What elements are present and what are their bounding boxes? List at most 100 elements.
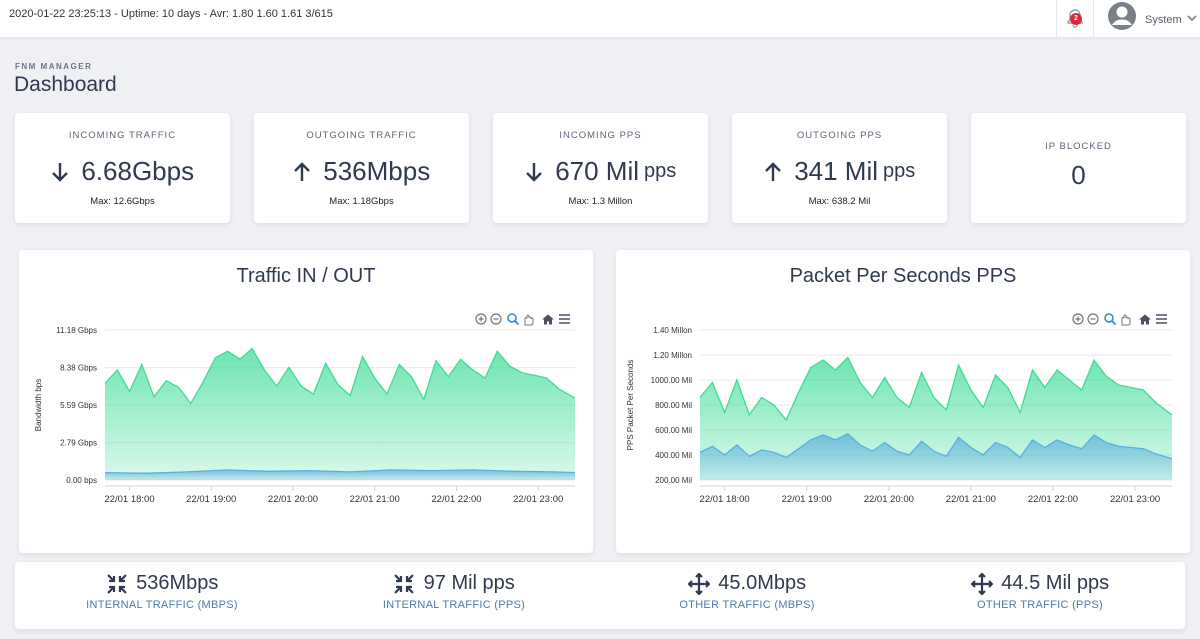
x-tick-label: 22/01 20:00	[864, 494, 914, 505]
kpi-value: 0	[1071, 160, 1086, 190]
y-tick-label: 11.18 Gbps	[56, 326, 97, 335]
x-tick-label: 22/01 19:00	[782, 494, 832, 505]
incoming-traffic-card: INCOMING TRAFFIC 6.68Gbps Max: 12.6Gbps	[15, 113, 230, 223]
chart-title: Traffic IN / OUT	[236, 265, 376, 287]
outgoing-pps-card: OUTGOING PPS 341 Mil pps Max: 638.2 Mil	[732, 113, 947, 223]
y-tick-label: 8.38 Gbps	[60, 364, 97, 373]
user-name: System	[1145, 14, 1182, 26]
notification-count-badge: 2	[1070, 13, 1082, 25]
zoom-in-icon[interactable]	[1072, 313, 1084, 325]
kpi-max: Max: 1.3 Millon	[568, 196, 633, 207]
selection-zoom-icon[interactable]	[507, 313, 520, 326]
avatar-icon	[1108, 2, 1136, 30]
y-tick-label: 600.00 Mil	[655, 426, 692, 435]
notifications-button[interactable]: 2	[1056, 0, 1094, 38]
chart-toolbar	[1072, 312, 1172, 326]
ip-blocked-card: IP BLOCKED 0	[971, 113, 1186, 223]
series-line-1	[104, 469, 576, 474]
arrow-down-icon	[52, 162, 68, 182]
pan-hand-icon[interactable]	[524, 314, 534, 326]
x-tick-label: 22/01 23:00	[513, 494, 563, 505]
metric-value: 45.0Mbps	[718, 572, 807, 594]
x-tick-label: 22/01 22:00	[431, 494, 481, 505]
outgoing-traffic-card: OUTGOING TRAFFIC 536Mbps Max: 1.18Gbps	[254, 113, 469, 223]
home-reset-icon[interactable]	[1139, 314, 1151, 325]
x-tick-label: 22/01 22:00	[1028, 494, 1078, 505]
traffic-chart-card: Traffic IN / OUT 0.00 bps 2.79 Gbps 5.59 G…	[19, 250, 593, 553]
other-traffic-mbps: 45.0Mbps OTHER TRAFFIC (MBPS)	[602, 572, 892, 611]
kpi-label: IP BLOCKED	[1045, 141, 1112, 152]
series-area-1	[700, 433, 1172, 480]
metric-label: INTERNAL TRAFFIC (PPS)	[382, 599, 526, 611]
y-tick-label: 0.00 bps	[66, 476, 97, 485]
kpi-unit: pps	[644, 160, 677, 182]
selection-zoom-icon[interactable]	[1104, 313, 1117, 326]
incoming-pps-card: INCOMING PPS 670 Mil pps Max: 1.3 Millon	[493, 113, 708, 223]
traffic-chart: 0.00 bps 2.79 Gbps 5.59 Gbps 8.38 Gbps 11.18…	[34, 326, 576, 505]
series-area-0	[105, 348, 575, 480]
metric-label: INTERNAL TRAFFIC (MBPS)	[86, 599, 238, 611]
kpi-max: Max: 1.18Gbps	[329, 196, 394, 207]
y-axis-label: PPS Packet Per Seconds	[626, 360, 635, 451]
arrow-up-icon	[764, 161, 781, 181]
other-traffic-pps: 44.5 Mil pps OTHER TRAFFIC (PPS)	[895, 572, 1185, 611]
internal-traffic-mbps: 536Mbps INTERNAL TRAFFIC (MBPS)	[17, 572, 307, 611]
kpi-value: 536Mbps	[323, 156, 431, 186]
kpi-max: Max: 12.6Gbps	[90, 196, 155, 207]
y-axis-label: Bandwidth bps	[34, 379, 43, 431]
move-icon	[687, 572, 710, 595]
metric-label: OTHER TRAFFIC (PPS)	[977, 599, 1103, 611]
secondary-metrics-card: 536Mbps INTERNAL TRAFFIC (MBPS) 97 Mil p…	[15, 562, 1185, 629]
arrow-up-icon	[293, 161, 310, 181]
move-icon	[970, 572, 993, 595]
y-tick-label: 1000.00 Mil	[651, 376, 693, 385]
brand-label: FNM MANAGER	[15, 62, 93, 71]
kpi-value: 6.68Gbps	[81, 156, 195, 186]
metric-value: 44.5 Mil pps	[1001, 572, 1110, 594]
pan-hand-icon[interactable]	[1121, 314, 1131, 326]
x-tick-label: 22/01 18:00	[104, 494, 154, 505]
series-area-1	[105, 469, 575, 480]
metric-value: 536Mbps	[136, 572, 219, 594]
page-title: Dashboard	[14, 73, 117, 96]
metric-label: OTHER TRAFFIC (MBPS)	[679, 599, 815, 611]
y-tick-label: 1.40 Millon	[653, 326, 692, 335]
kpi-label: OUTGOING TRAFFIC	[306, 130, 417, 141]
zoom-out-icon[interactable]	[1087, 313, 1099, 325]
compress-icon	[106, 573, 127, 594]
x-tick-label: 22/01 21:00	[350, 494, 400, 505]
y-tick-label: 2.79 Gbps	[60, 439, 97, 448]
menu-icon[interactable]	[1156, 314, 1167, 324]
kpi-unit: pps	[883, 160, 916, 182]
compress-icon	[394, 573, 414, 594]
server-status-text: 2020-01-22 23:25:13 - Uptime: 10 days - …	[9, 8, 333, 20]
home-reset-icon[interactable]	[542, 314, 554, 325]
series-line-1	[699, 433, 1173, 460]
internal-traffic-pps: 97 Mil pps INTERNAL TRAFFIC (PPS)	[309, 572, 599, 611]
kpi-value: 670 Mil	[555, 156, 640, 186]
chevron-down-icon	[1187, 15, 1197, 22]
zoom-out-icon[interactable]	[490, 313, 502, 325]
kpi-label: OUTGOING PPS	[796, 130, 883, 141]
kpi-max: Max: 638.2 Mil	[808, 196, 871, 207]
zoom-in-icon[interactable]	[475, 313, 487, 325]
y-tick-label: 1.20 Millon	[653, 351, 692, 360]
pps-chart: 200.00 Mil 400.00 Mil 600.00 Mil 800.00 Mil…	[626, 326, 1173, 505]
series-line-0	[104, 347, 576, 405]
arrow-down-icon	[525, 162, 542, 182]
x-tick-label: 22/01 20:00	[268, 494, 318, 505]
y-tick-label: 5.59 Gbps	[60, 401, 97, 410]
x-tick-label: 22/01 19:00	[186, 494, 236, 505]
chart-title: Packet Per Seconds PPS	[789, 265, 1017, 287]
x-tick-label: 22/01 23:00	[1110, 494, 1160, 505]
menu-icon[interactable]	[559, 314, 570, 324]
kpi-label: INCOMING PPS	[559, 130, 642, 141]
y-tick-label: 800.00 Mil	[655, 401, 692, 410]
x-tick-label: 22/01 21:00	[946, 494, 996, 505]
kpi-value: 341 Mil	[794, 156, 879, 186]
y-tick-label: 200.00 Mil	[655, 476, 692, 485]
metric-value: 97 Mil pps	[423, 572, 515, 594]
y-tick-label: 400.00 Mil	[655, 451, 692, 460]
series-line-0	[699, 356, 1173, 422]
top-bar: 2020-01-22 23:25:13 - Uptime: 10 days - …	[0, 0, 1200, 38]
